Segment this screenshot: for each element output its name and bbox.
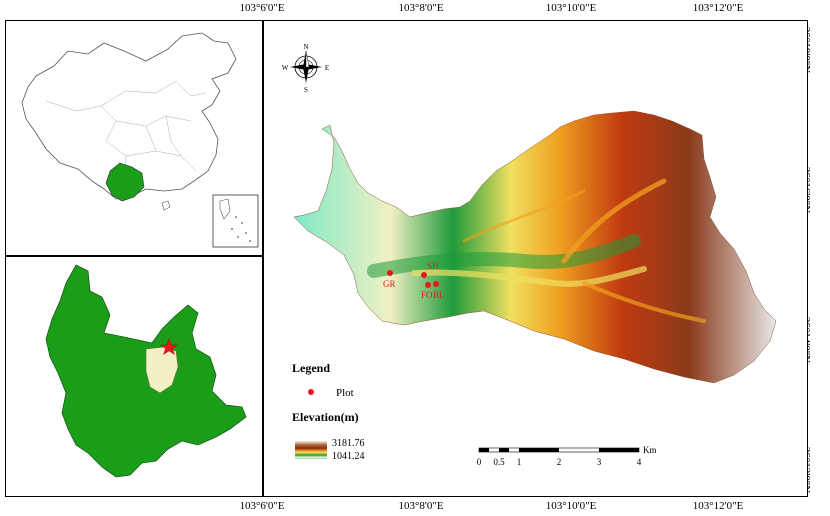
watershed-dem — [293, 110, 777, 384]
study-area-elevation-map: N S E W GR SH FO BL Legend Plot Elevatio… — [263, 20, 808, 497]
lon-label-bottom-1: 103°6'0"E — [239, 500, 285, 512]
yunnan-overview-map — [5, 256, 263, 497]
south-china-sea-coast — [219, 198, 231, 220]
compass-w-label: W — [282, 64, 289, 72]
lon-label-top-3: 103°10'0"E — [545, 2, 597, 14]
south-china-sea-inset — [212, 194, 259, 248]
china-overview-map — [5, 20, 263, 256]
legend-plot-icon — [308, 389, 314, 395]
plot-label-sh: SH — [427, 261, 439, 271]
study-site-star-icon — [159, 338, 179, 355]
plot-marker-gr — [387, 270, 393, 276]
dem-map-svg: N S E W GR SH FO BL Legend Plot Elevatio… — [282, 43, 777, 467]
scale-unit: Km — [643, 445, 657, 455]
plot-marker-bl — [433, 281, 439, 287]
plot-markers: GR SH FO BL — [383, 261, 445, 300]
lon-label-top-4: 103°12'0"E — [692, 2, 744, 14]
scale-tick-3: 3 — [597, 457, 602, 467]
plot-label-bl: BL — [433, 290, 445, 300]
legend-elevation-title: Elevation(m) — [292, 410, 359, 424]
scale-tick-2: 2 — [557, 457, 562, 467]
scale-bar: 0 0.5 1 2 3 4 Km — [477, 445, 657, 467]
yunnan-province-inset — [105, 162, 145, 202]
scale-tick-0-5: 0.5 — [493, 457, 505, 467]
plot-label-gr: GR — [383, 279, 396, 289]
valley-network — [367, 178, 706, 323]
plot-marker-sh — [421, 272, 427, 278]
legend-title: Legend — [292, 361, 330, 375]
china-province-lines — [45, 80, 207, 187]
compass-n-label: N — [303, 43, 308, 51]
legend-plot-label: Plot — [336, 387, 354, 399]
legend-elevation-max: 3181.76 — [332, 438, 365, 449]
china-map-svg — [21, 32, 259, 248]
lon-label-bottom-4: 103°12'0"E — [692, 500, 744, 512]
hainan-island — [161, 200, 171, 211]
compass-s-label: S — [304, 86, 308, 94]
scale-tick-4: 4 — [637, 457, 642, 467]
scale-tick-0: 0 — [477, 457, 482, 467]
lon-label-bottom-3: 103°10'0"E — [545, 500, 597, 512]
yunnan-map-svg — [45, 264, 247, 478]
north-arrow-compass: N S E W — [282, 43, 329, 94]
map-legend: Legend Plot Elevation(m) 3181.76 1041.24 — [292, 361, 365, 462]
plot-marker-fo — [425, 282, 431, 288]
lon-label-top-2: 103°8'0"E — [398, 2, 444, 14]
scale-tick-1: 1 — [517, 457, 522, 467]
plot-label-fo: FO — [421, 290, 433, 300]
south-china-sea-islands — [231, 216, 251, 242]
legend-elevation-ramp — [295, 441, 327, 459]
lon-label-bottom-2: 103°8'0"E — [398, 500, 444, 512]
compass-e-label: E — [325, 64, 329, 72]
legend-elevation-min: 1041.24 — [332, 451, 365, 462]
lon-label-top-1: 103°6'0"E — [239, 2, 285, 14]
